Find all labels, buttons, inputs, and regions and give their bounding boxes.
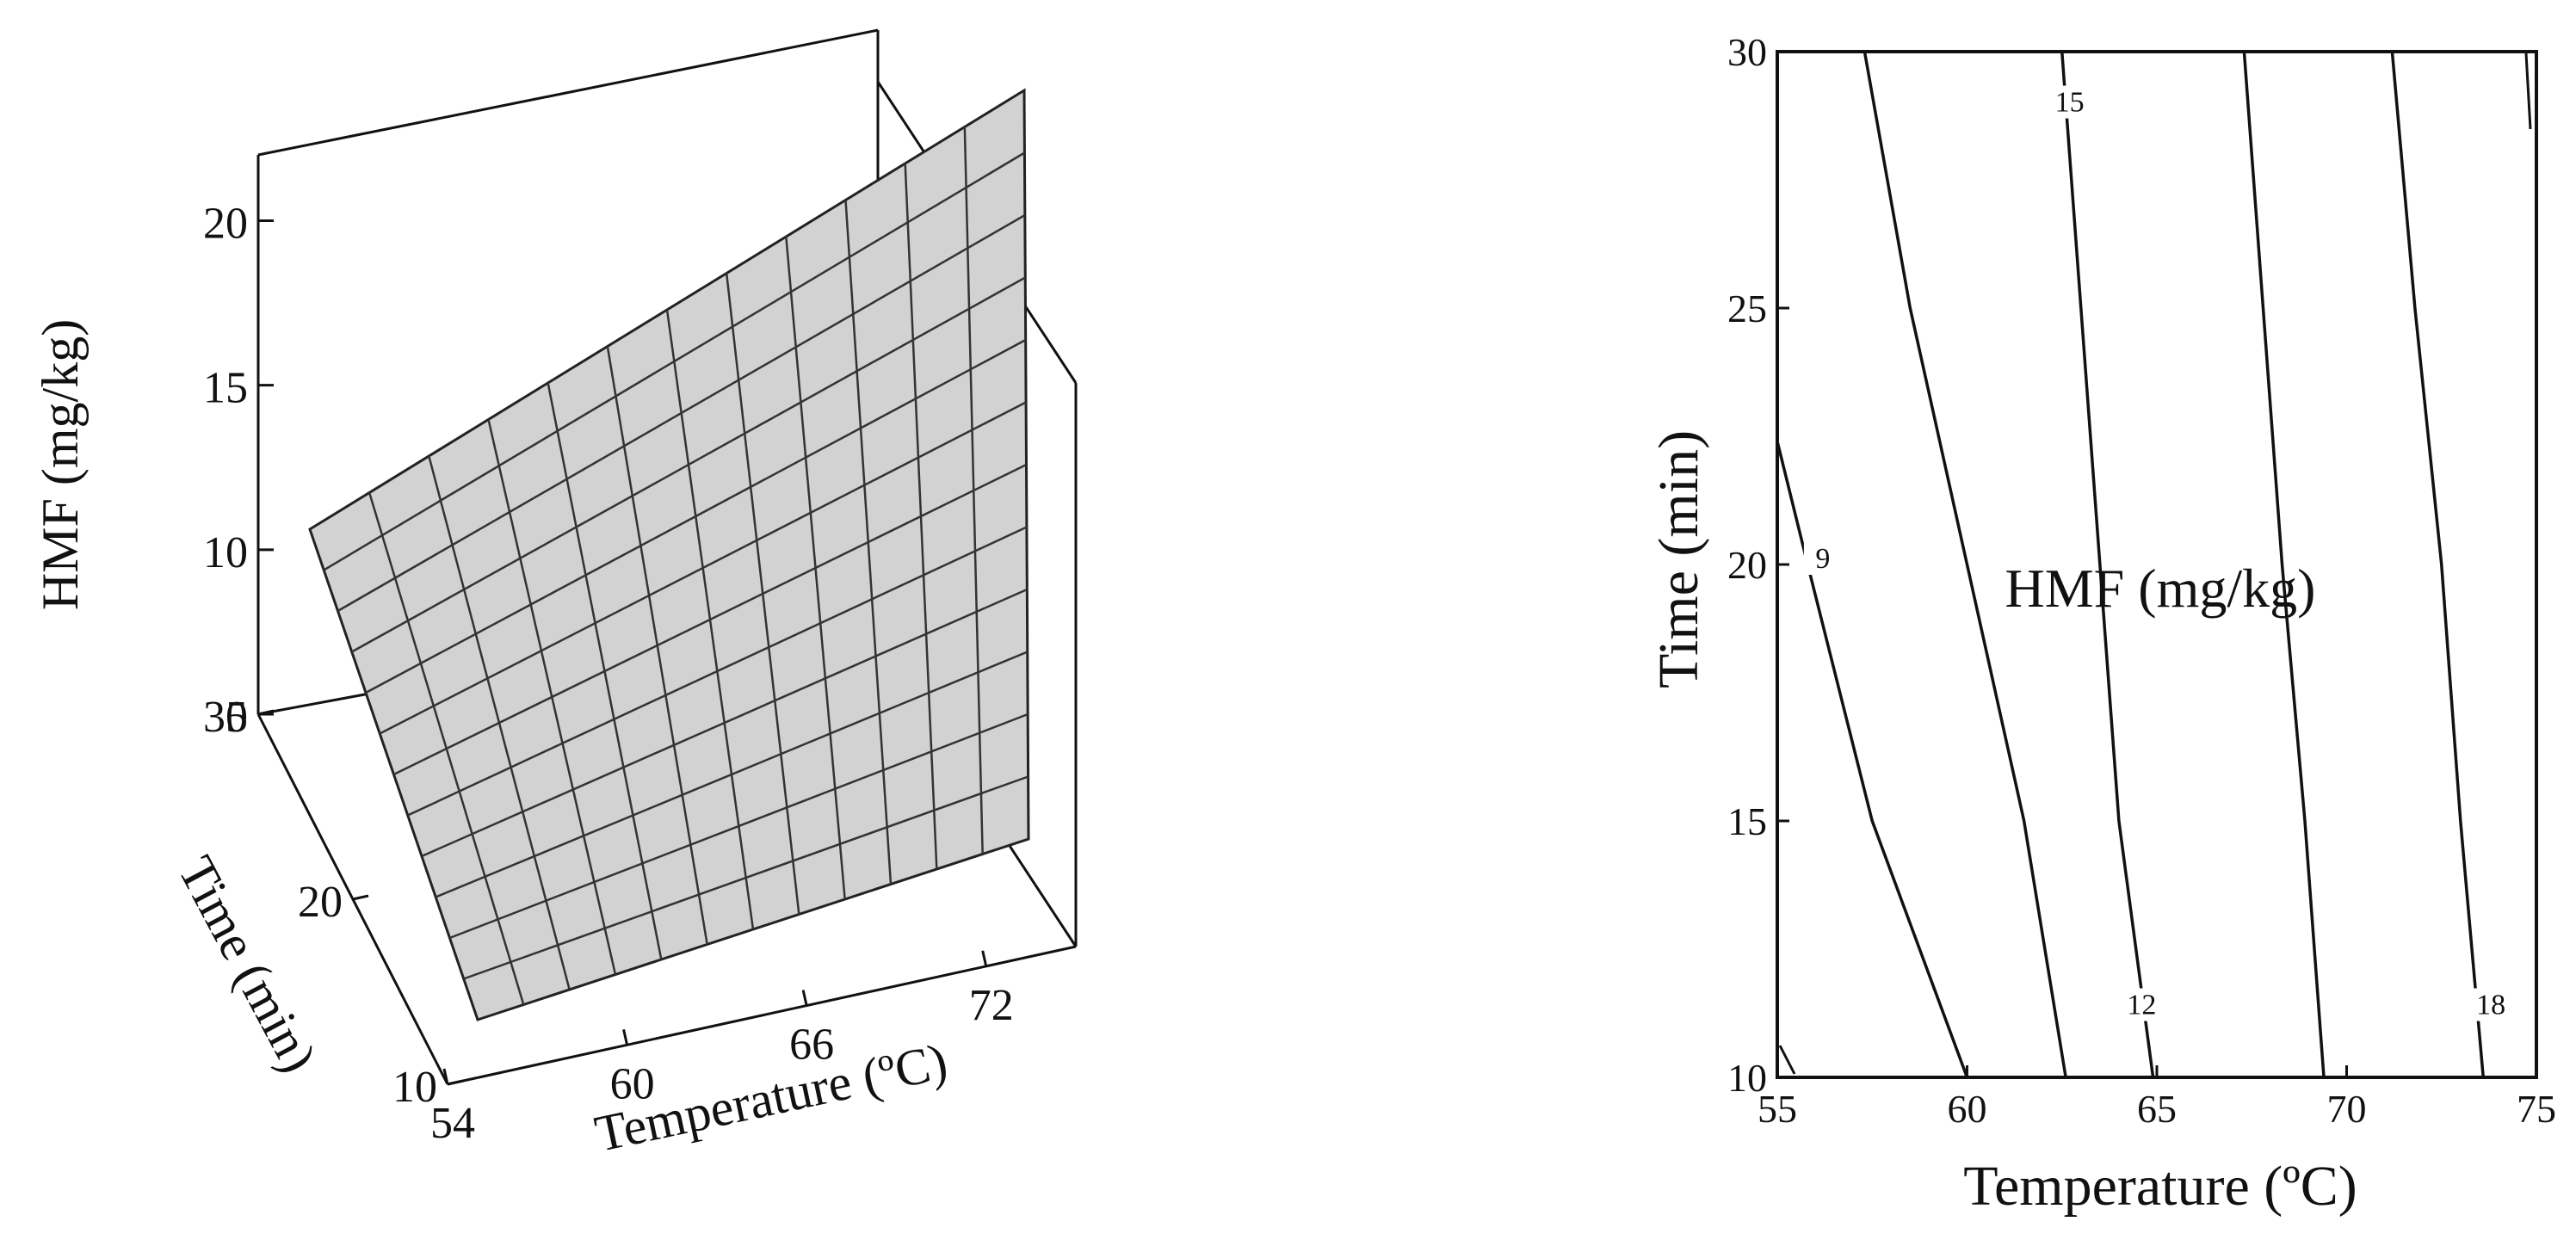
contour-label: 9 [1815,543,1830,575]
corner-mark-bottom-left [1778,1045,1796,1075]
contour-y-tick-label: 30 [1727,30,1767,74]
contour-line [1863,51,2067,1078]
time-tick-mark [257,709,275,716]
contour-line [2390,51,2486,1078]
contour-x-tick-label: 75 [2517,1087,2556,1131]
contour-y-axis-label: Time (min) [1647,430,1710,688]
contour-x-tick-label: 55 [1757,1087,1797,1131]
contour-x-axis-label: Temperature (ºC) [1963,1155,2357,1218]
corner-mark-top-right [2524,52,2532,130]
z-axis-label: HMF (mg/kg) [32,319,89,610]
time-tick-label: 30 [203,693,248,742]
time-axis-ticks: 10 20 30 [203,693,464,1112]
contour-x-tick-label: 60 [1948,1087,1987,1131]
surface-face [308,88,1030,1021]
contour-plot: 9 15 12 18 55 60 65 70 75 10 15 20 25 30 HMF (mg/kg… [1647,30,2556,1218]
contour-y-tick-label: 25 [1727,287,1767,330]
temperature-axis-label: Temperature (ºC) [590,1033,953,1163]
temperature-tick-mark [801,990,808,1006]
surface-grid-lines [323,126,1029,1005]
contour-label: 12 [2127,990,2156,1021]
contour-label-bg [2050,85,2089,119]
z-tick-label: 5 [225,693,248,742]
contour-label-bg [1803,542,1842,575]
temperature-axis-ticks: 54 60 66 72 [430,950,1014,1148]
temperature-tick-label: 72 [969,981,1014,1030]
temperature-tick-mark [981,950,988,967]
contour-x-tick-label: 65 [2137,1087,2177,1131]
contour-line [2060,51,2155,1078]
temperature-tick-label: 54 [430,1099,475,1148]
temperature-tick-mark [442,1068,449,1085]
mesh-line-u [963,126,984,854]
time-tick-mark [352,894,369,901]
contour-line [1776,441,1969,1078]
temperature-tick-label: 66 [789,1021,834,1070]
z-tick-label: 20 [203,199,248,248]
contour-label-bg [2472,988,2511,1021]
contour-level-labels: 9 15 12 18 [1803,85,2511,1021]
contour-title: HMF (mg/kg) [2005,558,2316,619]
mesh-line-v [323,151,1026,571]
contour-label-bg [2122,988,2161,1021]
z-axis-ticks: 5 10 15 20 [203,199,274,742]
z-tick-label: 15 [203,364,248,413]
time-tick-mark [447,1079,464,1086]
mesh-line-v [337,213,1026,613]
contour-label: 18 [2476,990,2505,1021]
contour-y-tick-label: 20 [1727,543,1767,587]
contour-y-ticks: 10 15 20 25 30 [1727,30,1789,1100]
time-tick-label: 10 [392,1063,437,1112]
contour-lines [1776,51,2486,1078]
temperature-tick-mark [622,1028,629,1046]
contour-label: 15 [2055,87,2085,119]
contour-x-ticks: 55 60 65 70 75 [1757,1065,2556,1131]
surface-mesh [308,88,1030,1021]
contour-x-tick-label: 70 [2327,1087,2367,1131]
time-tick-label: 20 [298,878,343,927]
contour-line [2242,51,2326,1078]
contour-y-tick-label: 15 [1727,799,1767,843]
z-tick-label: 10 [203,528,248,577]
contour-y-tick-label: 10 [1727,1056,1767,1100]
temperature-tick-label: 60 [610,1059,655,1108]
